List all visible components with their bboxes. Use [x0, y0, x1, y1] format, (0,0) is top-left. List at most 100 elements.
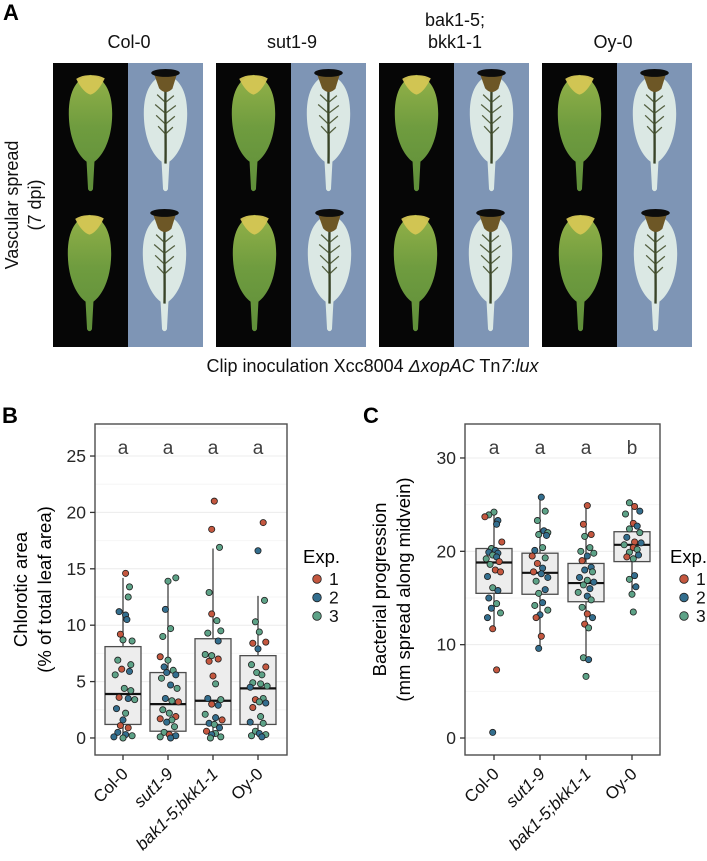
jitter-point-exp3 — [255, 698, 263, 706]
jitter-point-exp2 — [113, 705, 121, 713]
jitter-point-exp1 — [218, 716, 226, 724]
legend-label: 1 — [696, 569, 706, 589]
jitter-point-exp3 — [625, 499, 633, 507]
jitter-point-exp2 — [585, 656, 593, 664]
jitter-point-exp3 — [579, 581, 587, 589]
jitter-point-exp3 — [164, 656, 172, 664]
jitter-point-exp3 — [131, 696, 139, 704]
jitter-point-exp1 — [528, 552, 536, 560]
sig-letter: a — [581, 438, 592, 459]
jitter-point-exp3 — [119, 734, 127, 742]
legend-dot-exp3 — [312, 611, 322, 621]
y-tick-label: 30 — [437, 448, 457, 468]
jitter-point-exp3 — [119, 636, 127, 644]
jitter-point-exp2 — [632, 583, 640, 591]
jitter-point-exp3 — [578, 603, 586, 611]
jitter-point-exp3 — [621, 510, 629, 518]
jitter-point-exp3 — [127, 687, 135, 695]
caption-segment: Clip inoculation Xcc8004 — [206, 356, 409, 376]
jitter-point-exp3 — [629, 555, 637, 563]
sig-letter: a — [208, 438, 219, 459]
leaf-image — [467, 209, 514, 333]
jitter-point-exp1 — [537, 632, 545, 640]
genotype-label-bkk1-1: bak1-5; bkk1-1 — [385, 2, 525, 54]
genotype-label-line2: Oy-0 — [593, 32, 633, 53]
genotype-photo-column — [379, 63, 529, 347]
jitter-point-exp1 — [498, 538, 506, 546]
jitter-point-exp3 — [620, 541, 628, 549]
jitter-point-exp3 — [586, 544, 594, 552]
leaf-photo-luminescence-art — [467, 69, 515, 333]
jitter-point-exp1 — [115, 693, 123, 701]
leaf-image — [394, 74, 439, 192]
genotype-label-col-0: Col-0 — [59, 2, 199, 54]
jitter-point-exp3 — [539, 544, 547, 552]
y-tick-label: 0 — [446, 728, 456, 748]
leaf-photo-luminescence — [454, 63, 529, 347]
legend-dot-exp2 — [679, 592, 689, 603]
jitter-point-exp2 — [494, 587, 502, 595]
jitter-point-exp3 — [210, 720, 218, 728]
legend-dot-exp1 — [679, 574, 689, 584]
jitter-point-exp3 — [486, 560, 494, 568]
y-axis-title-line2: (% of total leaf area) — [34, 506, 55, 673]
plot-panel-border — [94, 423, 288, 756]
legend-dot-exp3 — [679, 611, 689, 621]
leaf-image — [468, 69, 515, 193]
inoculation-caption: Clip inoculation Xcc8004 ΔxopAC Tn7:lux — [53, 356, 692, 377]
y-tick-label: 20 — [67, 502, 87, 522]
jitter-point-exp2 — [487, 604, 495, 612]
jitter-point-exp1 — [208, 700, 216, 708]
leaf-image — [393, 214, 438, 332]
genotype-label-line2: sut1-9 — [266, 32, 318, 53]
jitter-point-exp2 — [110, 733, 118, 741]
jitter-point-exp3 — [159, 706, 167, 714]
leaf-image — [231, 74, 276, 192]
jitter-point-exp3 — [628, 590, 636, 598]
jitter-point-exp2 — [167, 681, 175, 689]
jitter-point-exp2 — [581, 566, 589, 574]
jitter-point-exp3 — [172, 574, 180, 582]
jitter-point-exp2 — [588, 614, 596, 622]
jitter-point-exp3 — [201, 651, 209, 659]
jitter-point-exp2 — [590, 578, 598, 586]
jitter-point-exp3 — [587, 596, 595, 604]
jitter-point-exp1 — [116, 630, 124, 638]
jitter-point-exp3 — [128, 732, 136, 740]
jitter-point-exp3 — [122, 709, 130, 717]
y-tick-label: 0 — [76, 728, 86, 748]
jitter-point-exp3 — [259, 719, 267, 727]
leaf-image — [558, 214, 603, 332]
jitter-point-exp1 — [116, 722, 124, 730]
genotype-label-oy-0: Oy-0 — [543, 2, 683, 54]
leaf-photo-luminescence — [128, 63, 203, 347]
jitter-point-exp2 — [535, 644, 543, 652]
jitter-point-exp3 — [204, 629, 212, 637]
jitter-point-exp3 — [206, 734, 214, 742]
genotype-photo-column — [542, 63, 692, 347]
genotype-label-line2: bkk1-1 — [427, 32, 483, 53]
jitter-point-exp1 — [529, 568, 537, 576]
jitter-point-exp3 — [636, 529, 644, 537]
jitter-point-exp3 — [482, 555, 490, 563]
jitter-point-exp1 — [174, 698, 182, 706]
jitter-point-exp1 — [623, 553, 631, 561]
legend-label: 2 — [696, 588, 706, 608]
jitter-point-exp1 — [587, 531, 595, 539]
jitter-point-exp2 — [124, 694, 132, 702]
jitter-point-exp2 — [212, 714, 220, 722]
leaf-photo-luminescence-art — [631, 69, 679, 333]
jitter-point-exp3 — [217, 733, 225, 741]
jitter-point-exp3 — [201, 710, 209, 718]
jitter-point-exp1 — [579, 520, 587, 528]
jitter-point-exp3 — [496, 609, 504, 617]
jitter-point-exp2 — [637, 539, 645, 547]
jitter-point-exp1 — [583, 502, 591, 510]
y-axis-title-line1: Chlorotic area — [10, 531, 31, 647]
leaf-photo-visible — [216, 63, 291, 347]
jitter-point-exp3 — [255, 628, 263, 636]
jitter-point-exp2 — [583, 552, 591, 560]
leaf-photo-luminescence — [617, 63, 692, 347]
jitter-point-exp3 — [533, 517, 541, 525]
